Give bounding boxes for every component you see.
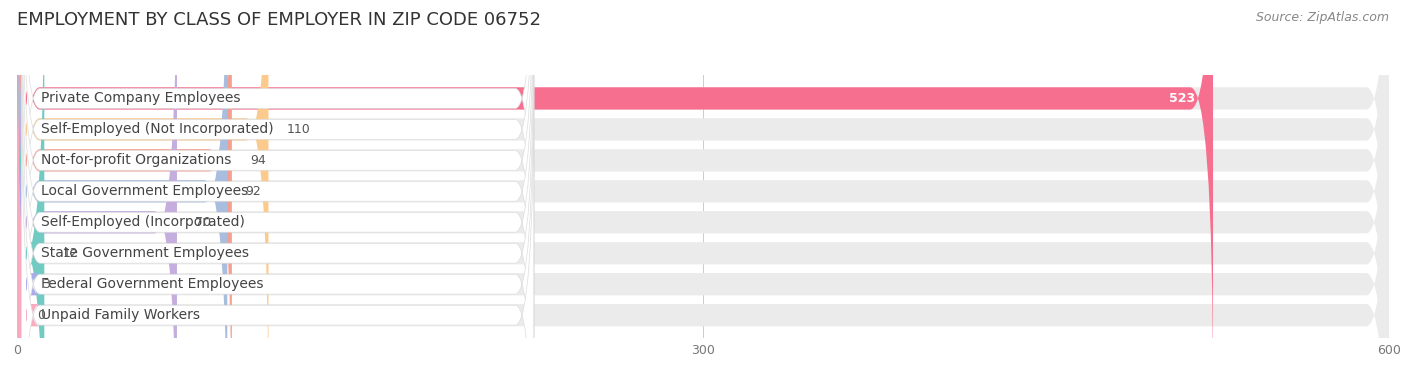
FancyBboxPatch shape (17, 0, 1389, 376)
Text: Local Government Employees: Local Government Employees (41, 184, 247, 198)
FancyBboxPatch shape (21, 0, 534, 367)
Text: 94: 94 (250, 154, 266, 167)
FancyBboxPatch shape (17, 0, 1389, 376)
Text: Not-for-profit Organizations: Not-for-profit Organizations (41, 153, 231, 167)
FancyBboxPatch shape (21, 77, 534, 376)
Text: Source: ZipAtlas.com: Source: ZipAtlas.com (1256, 11, 1389, 24)
Text: Federal Government Employees: Federal Government Employees (41, 277, 263, 291)
Text: Private Company Employees: Private Company Employees (41, 91, 240, 105)
FancyBboxPatch shape (1, 0, 39, 376)
FancyBboxPatch shape (21, 46, 534, 376)
FancyBboxPatch shape (17, 0, 1389, 376)
FancyBboxPatch shape (21, 0, 534, 376)
FancyBboxPatch shape (17, 0, 269, 376)
FancyBboxPatch shape (21, 0, 534, 376)
Text: Unpaid Family Workers: Unpaid Family Workers (41, 308, 200, 322)
FancyBboxPatch shape (17, 0, 232, 376)
FancyBboxPatch shape (17, 0, 1389, 376)
FancyBboxPatch shape (21, 15, 534, 376)
Text: 70: 70 (195, 216, 211, 229)
Text: 110: 110 (287, 123, 311, 136)
FancyBboxPatch shape (17, 0, 177, 376)
Text: State Government Employees: State Government Employees (41, 246, 249, 260)
FancyBboxPatch shape (17, 17, 1389, 376)
FancyBboxPatch shape (21, 0, 534, 376)
Text: EMPLOYMENT BY CLASS OF EMPLOYER IN ZIP CODE 06752: EMPLOYMENT BY CLASS OF EMPLOYER IN ZIP C… (17, 11, 541, 29)
FancyBboxPatch shape (0, 17, 39, 376)
FancyBboxPatch shape (21, 0, 534, 336)
FancyBboxPatch shape (17, 0, 1389, 376)
Text: 523: 523 (1168, 92, 1195, 105)
Text: Self-Employed (Incorporated): Self-Employed (Incorporated) (41, 215, 245, 229)
FancyBboxPatch shape (17, 0, 228, 376)
Text: 12: 12 (63, 247, 79, 260)
FancyBboxPatch shape (17, 0, 1213, 376)
FancyBboxPatch shape (17, 0, 45, 376)
Text: 3: 3 (42, 278, 49, 291)
FancyBboxPatch shape (17, 0, 1389, 376)
Text: 0: 0 (38, 309, 45, 322)
Text: Self-Employed (Not Incorporated): Self-Employed (Not Incorporated) (41, 123, 273, 136)
FancyBboxPatch shape (17, 0, 1389, 376)
Text: 92: 92 (246, 185, 262, 198)
